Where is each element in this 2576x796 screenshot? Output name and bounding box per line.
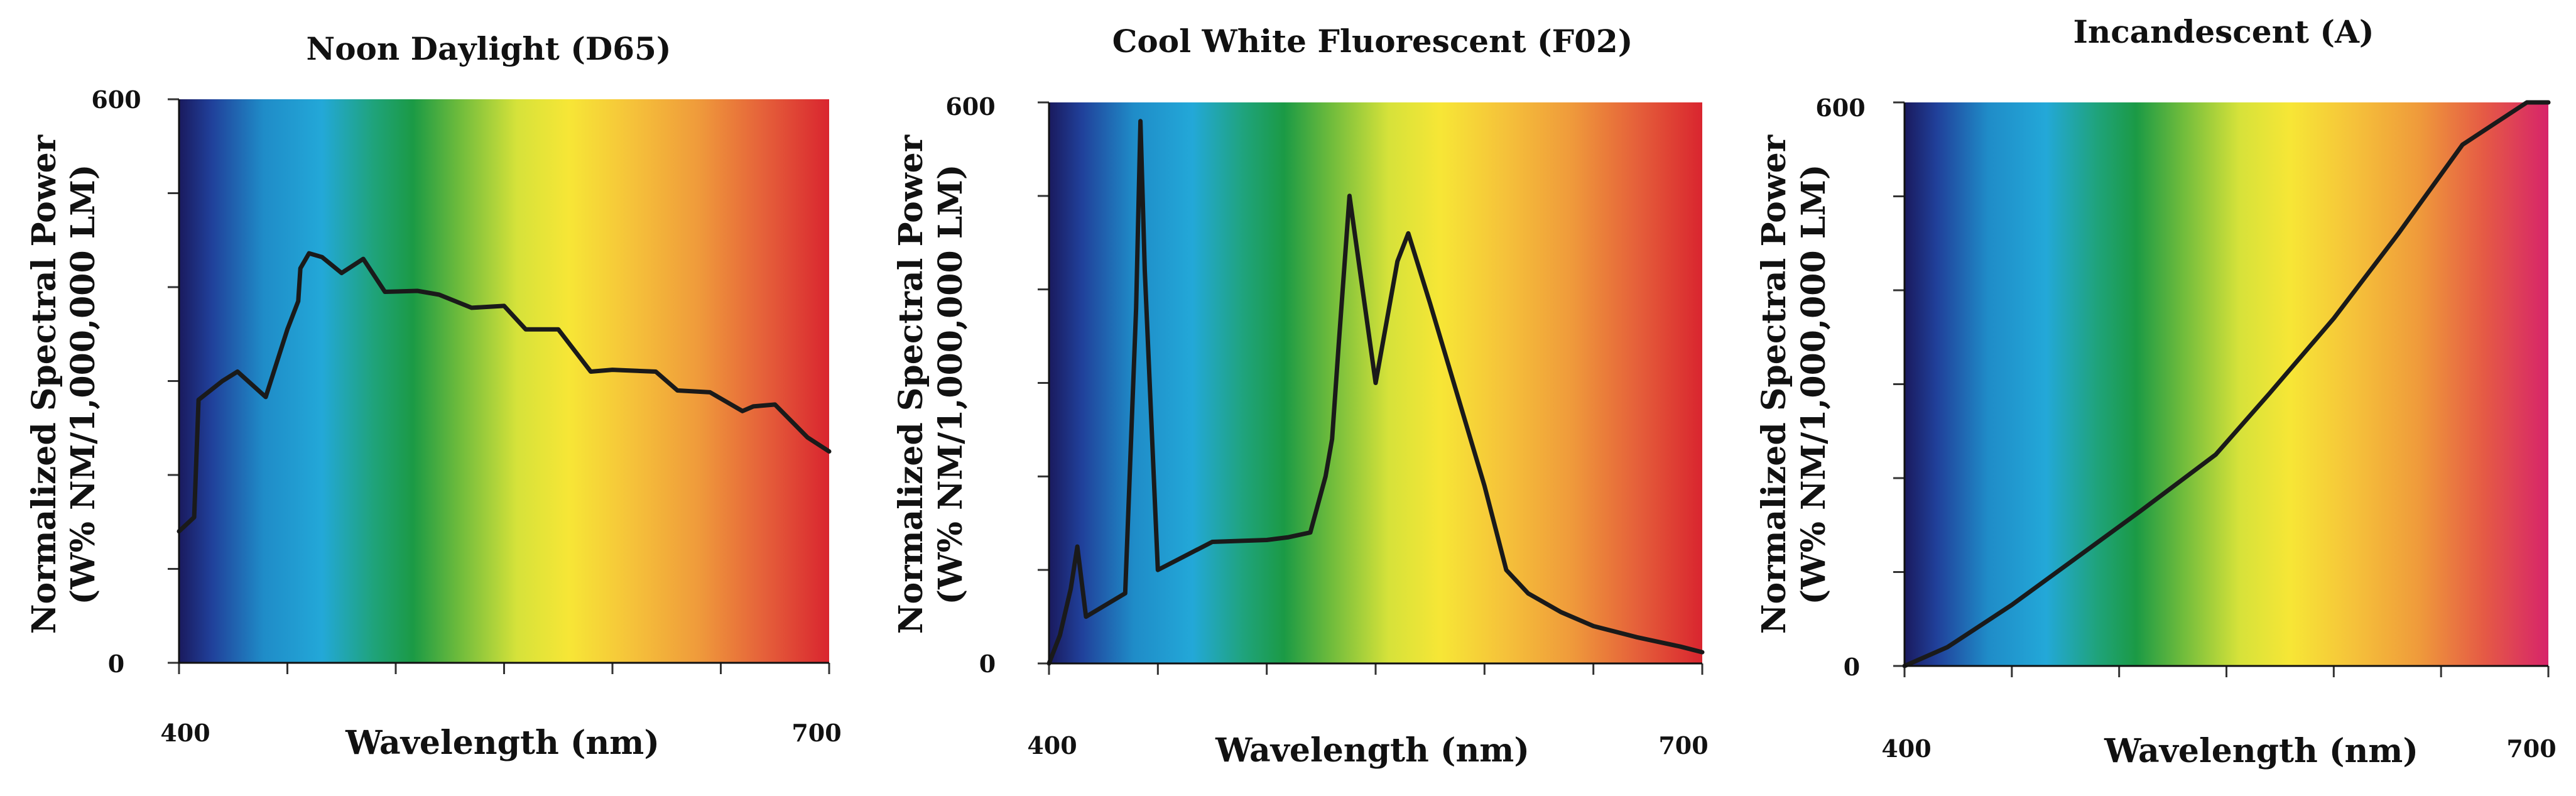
y-axis-label-line1: Normalized Spectral Power [1755, 134, 1793, 634]
series-line-d65 [177, 251, 832, 534]
series-line-f02 [1046, 119, 1705, 666]
y-tick-label-max: 600 [945, 92, 995, 121]
x-tick-label-end: 700 [791, 719, 841, 747]
chart-title: Cool White Fluorescent (F02) [1112, 23, 1633, 60]
y-tick-label-max: 600 [91, 85, 141, 114]
x-tick-label-start: 400 [160, 719, 210, 747]
y-tick-label-min: 0 [1844, 653, 1860, 681]
y-axis-label-line2: (W% NM/1,000,000 LM) [1795, 165, 1833, 605]
chart-panel-a: Incandescent (A) Normalized Spectral Pow… [1755, 13, 2557, 770]
y-axis-label-line2: (W% NM/1,000,000 LM) [932, 165, 970, 605]
x-tick-label-start: 400 [1027, 731, 1077, 760]
x-axis-label: Wavelength (nm) [2104, 732, 2418, 770]
x-tick-label-end: 700 [1658, 731, 1708, 760]
chart-title: Noon Daylight (D65) [306, 30, 671, 67]
chart-panel-d65: Noon Daylight (D65) Normalized Spectral … [25, 30, 842, 762]
x-axis-label: Wavelength (nm) [1215, 731, 1530, 770]
y-tick-label-min: 0 [108, 650, 124, 678]
y-axis-label-line1: Normalized Spectral Power [892, 134, 930, 634]
x-tick-label-end: 700 [2506, 734, 2556, 763]
axis-lines [1903, 102, 2548, 667]
y-tick-label-max: 600 [1815, 94, 1865, 122]
chart-title: Incandescent (A) [2073, 13, 2374, 50]
series-line-a [1902, 100, 2551, 668]
x-tick-label-start: 400 [1881, 734, 1931, 763]
chart-panel-f02: Cool White Fluorescent (F02) Normalized … [892, 23, 1709, 770]
y-axis-label-line2: (W% NM/1,000,000 LM) [64, 165, 102, 605]
x-axis-label: Wavelength (nm) [345, 724, 660, 762]
spectrum-background [1905, 102, 2548, 666]
axis-lines [1048, 102, 1702, 665]
spectrum-background [179, 99, 829, 663]
y-tick-label-min: 0 [979, 650, 996, 678]
axis-lines [178, 99, 829, 664]
y-axis-label-line1: Normalized Spectral Power [25, 134, 63, 634]
